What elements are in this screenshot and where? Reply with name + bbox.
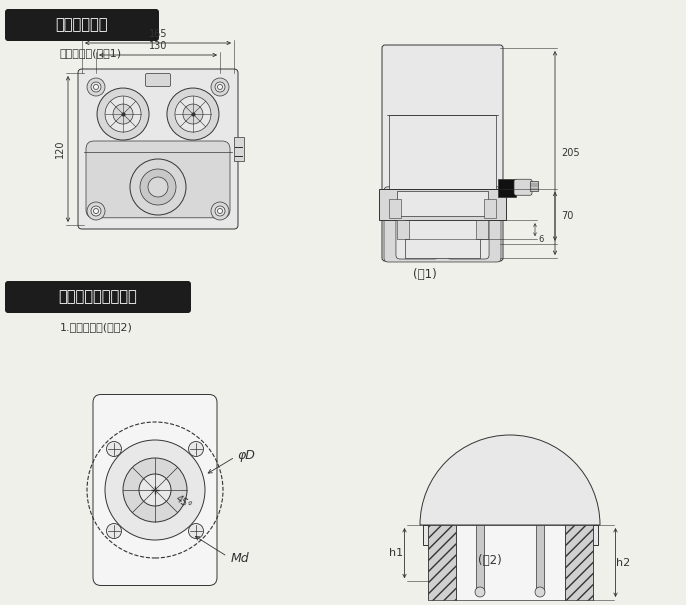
Circle shape (93, 209, 99, 214)
Text: 6: 6 (538, 235, 543, 244)
Circle shape (106, 523, 121, 538)
FancyBboxPatch shape (447, 204, 489, 259)
Circle shape (93, 85, 99, 90)
Circle shape (535, 587, 545, 597)
Circle shape (215, 206, 225, 216)
Circle shape (217, 209, 222, 214)
FancyBboxPatch shape (396, 204, 438, 259)
Text: 165: 165 (149, 29, 167, 39)
Circle shape (148, 177, 168, 197)
Bar (484, 199, 496, 218)
Circle shape (97, 88, 149, 140)
Circle shape (215, 82, 225, 92)
Circle shape (113, 104, 133, 124)
FancyBboxPatch shape (5, 281, 191, 313)
Text: (图1): (图1) (413, 267, 437, 281)
Circle shape (217, 85, 222, 90)
Circle shape (87, 202, 105, 220)
Text: Md: Md (230, 552, 249, 565)
Circle shape (105, 440, 205, 540)
FancyBboxPatch shape (514, 179, 532, 195)
Text: 120: 120 (55, 140, 65, 159)
Circle shape (183, 104, 203, 124)
FancyBboxPatch shape (382, 45, 503, 261)
Bar (235, 147, 243, 148)
Bar (456, 525, 565, 600)
Circle shape (140, 169, 176, 205)
FancyBboxPatch shape (93, 394, 217, 586)
Bar (409, 226, 426, 253)
Wedge shape (420, 435, 600, 525)
Text: (图2): (图2) (478, 555, 502, 567)
Bar (427, 525, 456, 600)
Bar (530, 182, 538, 191)
FancyBboxPatch shape (78, 69, 238, 229)
Text: 1.连接尺寸图(见图2): 1.连接尺寸图(见图2) (60, 322, 133, 332)
Text: 130: 130 (149, 41, 167, 51)
Circle shape (123, 458, 187, 522)
FancyBboxPatch shape (5, 9, 159, 41)
Circle shape (175, 96, 211, 132)
Bar (397, 191, 488, 216)
Text: 五、外形尺寸: 五、外形尺寸 (56, 18, 108, 33)
Bar (379, 189, 506, 220)
FancyBboxPatch shape (384, 187, 501, 262)
Text: 205: 205 (561, 148, 580, 158)
Bar (423, 525, 598, 545)
Text: φD: φD (237, 448, 255, 462)
Text: 45°: 45° (173, 493, 193, 511)
Bar (234, 137, 244, 161)
Circle shape (106, 442, 121, 457)
Circle shape (211, 78, 229, 96)
Circle shape (475, 587, 485, 597)
Bar (476, 525, 484, 592)
Text: 外形及尺寸(见图1): 外形及尺寸(见图1) (60, 48, 122, 58)
Bar (498, 179, 516, 197)
Text: 70: 70 (561, 211, 573, 221)
Circle shape (139, 474, 171, 506)
Circle shape (167, 88, 219, 140)
Circle shape (189, 523, 204, 538)
Circle shape (91, 206, 101, 216)
Bar (397, 220, 409, 239)
FancyBboxPatch shape (86, 141, 230, 218)
Circle shape (91, 82, 101, 92)
Bar (476, 220, 488, 239)
Bar (565, 525, 593, 600)
FancyBboxPatch shape (145, 73, 171, 87)
Text: h1: h1 (390, 548, 403, 558)
Bar (389, 199, 401, 218)
Bar (389, 115, 496, 189)
Circle shape (189, 442, 204, 457)
Bar (405, 220, 480, 258)
Circle shape (105, 96, 141, 132)
Bar (235, 156, 243, 157)
Text: 六、与阀门连接尺寸: 六、与阀门连接尺寸 (58, 290, 137, 304)
Circle shape (87, 78, 105, 96)
Text: h2: h2 (617, 557, 630, 567)
Bar (459, 226, 476, 253)
Bar (536, 525, 544, 592)
Circle shape (130, 159, 186, 215)
Circle shape (211, 202, 229, 220)
